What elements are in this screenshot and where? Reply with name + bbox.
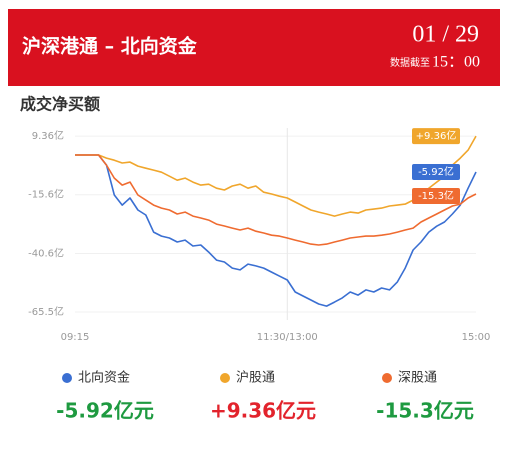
- end-label-text: -5.92亿: [418, 165, 454, 178]
- end-label-box: [412, 187, 460, 204]
- legend-label: 北向资金: [78, 370, 130, 386]
- chart-title: 成交净买额: [20, 95, 100, 114]
- y-tick-label: -40.6亿: [28, 246, 64, 259]
- series-line: [75, 154, 477, 246]
- end-label-box: [412, 128, 460, 145]
- header-time: 15：00: [432, 54, 480, 71]
- total-value: -5.92亿元: [56, 399, 154, 423]
- header-time-prefix: 数据截至: [390, 56, 430, 69]
- y-tick-label: -15.6亿: [28, 188, 64, 201]
- total-value: +9.36亿元: [210, 399, 316, 423]
- end-label-box: [412, 163, 460, 180]
- x-tick-label: 15:00: [462, 332, 491, 343]
- total-value: -15.3亿元: [376, 399, 474, 423]
- header-title: 沪深港通 – 北向资金: [22, 35, 198, 58]
- end-label-text: +9.36亿: [416, 129, 457, 142]
- legend-label: 沪股通: [236, 370, 275, 386]
- end-label: -15.3亿: [412, 187, 460, 204]
- legend-marker: [220, 373, 230, 383]
- legend-label: 深股通: [398, 371, 437, 386]
- series-line: [75, 135, 477, 217]
- end-label: +9.36亿: [412, 128, 460, 145]
- legend-marker: [382, 373, 392, 383]
- end-label: -5.92亿: [412, 163, 460, 180]
- legend-marker: [62, 373, 72, 383]
- x-tick-label: 11:30/13:00: [257, 332, 318, 343]
- y-tick-label: 9.36亿: [32, 129, 64, 142]
- x-tick-label: 09:15: [61, 332, 90, 343]
- end-label-text: -15.3亿: [418, 189, 454, 202]
- y-tick-label: -65.5亿: [28, 305, 64, 318]
- series-line: [75, 154, 477, 307]
- header-date: 01 / 29: [412, 22, 479, 48]
- header-banner: [8, 9, 500, 86]
